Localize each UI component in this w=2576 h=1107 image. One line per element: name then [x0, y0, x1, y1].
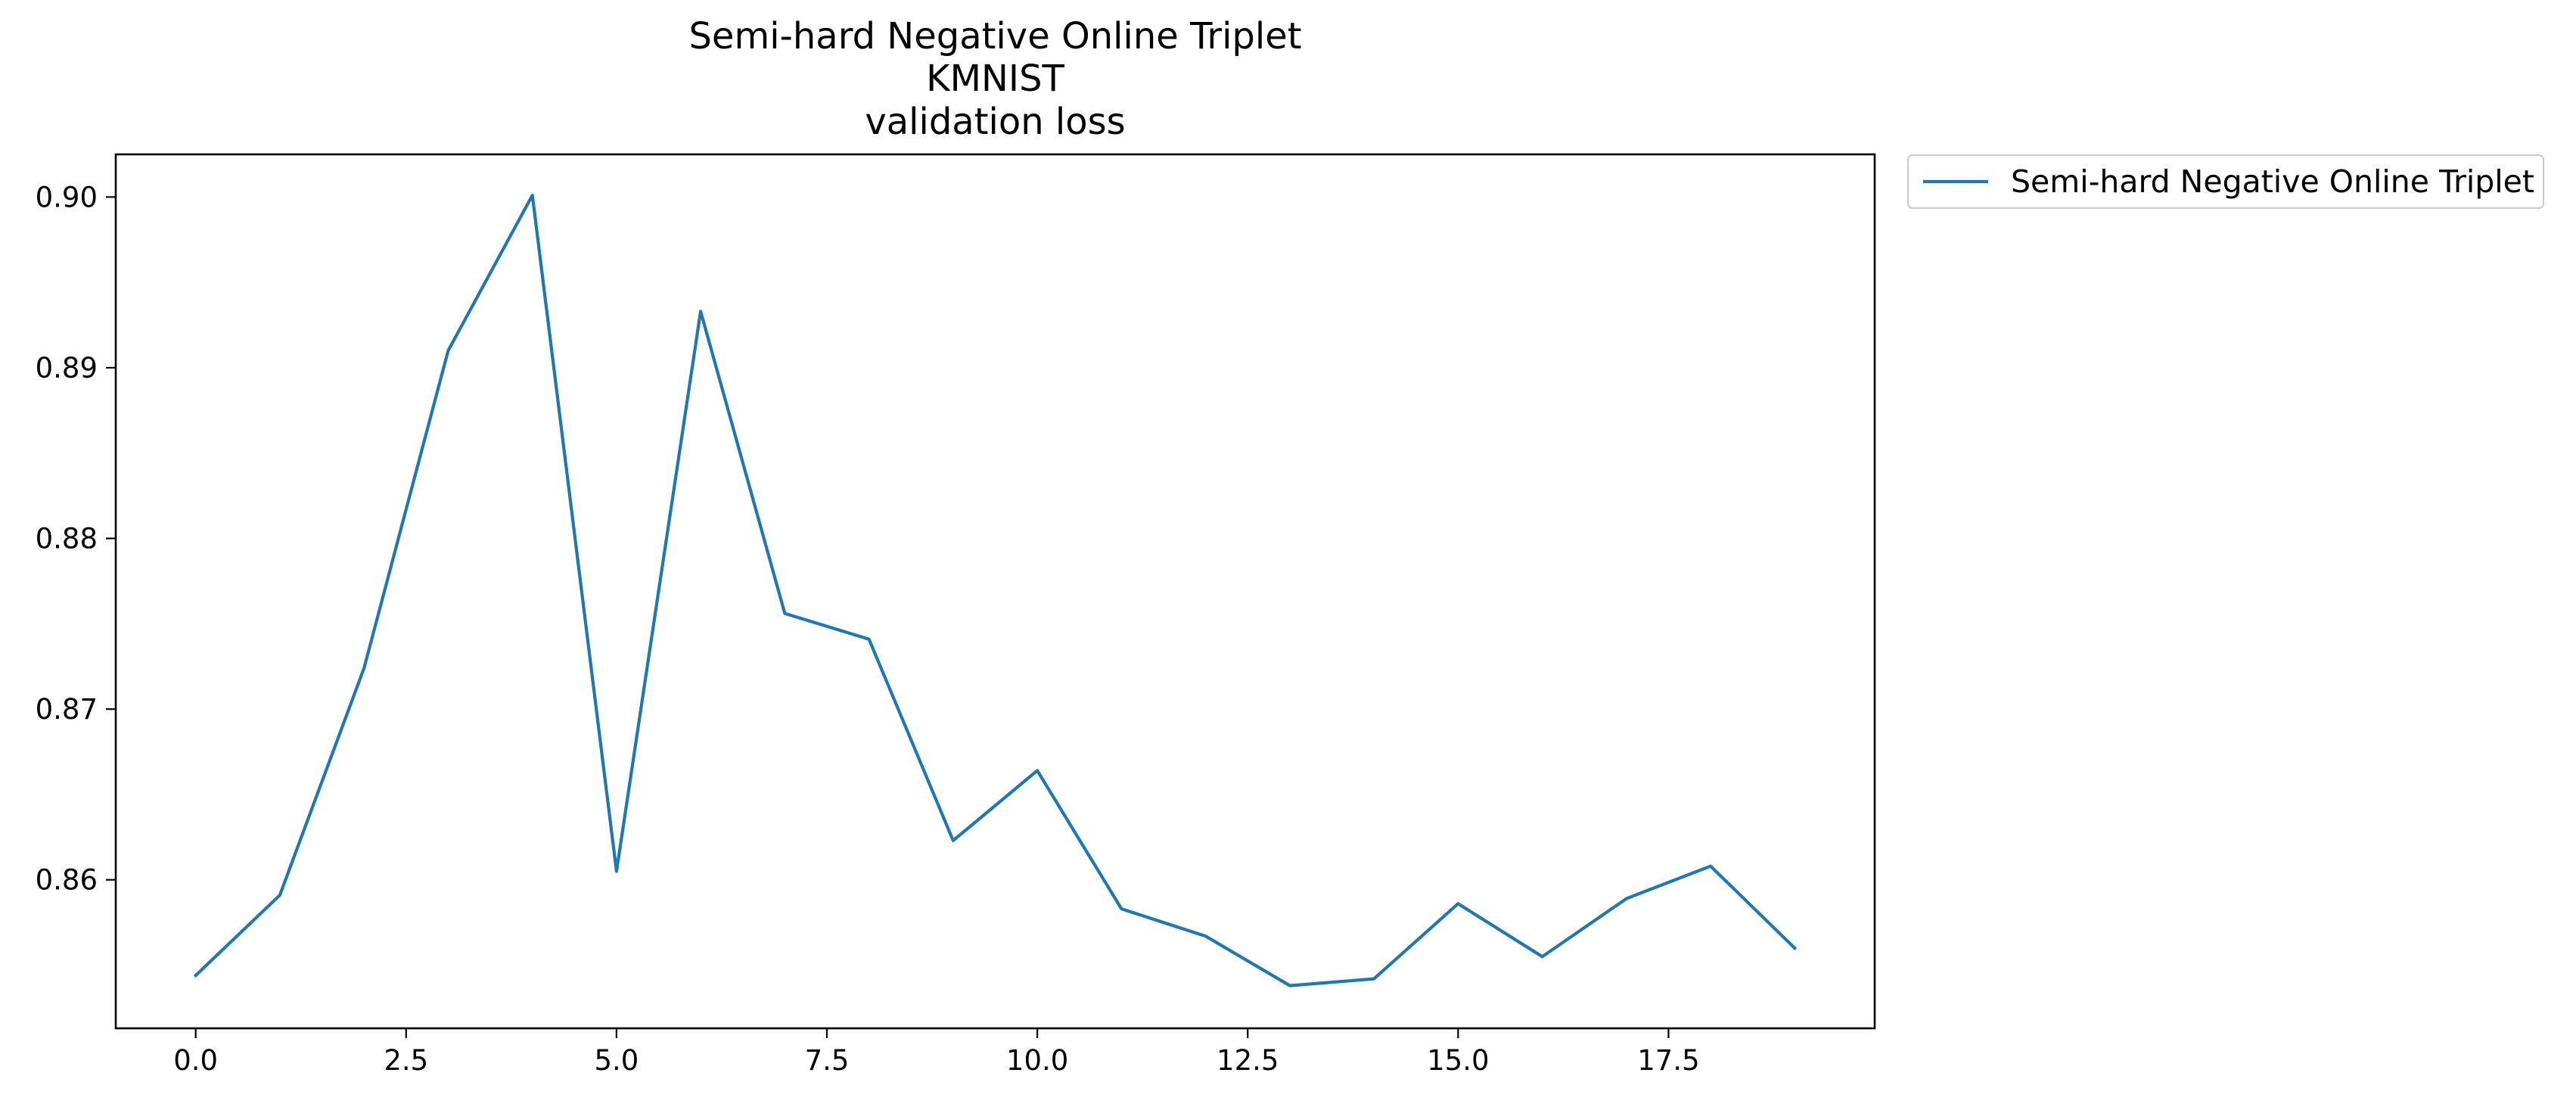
chart-title-line: Semi-hard Negative Online Triplet — [688, 15, 1301, 58]
chart-title-line: KMNIST — [926, 58, 1064, 100]
y-axis-ticks: 0.86 0.87 0.88 0.89 0.90 — [36, 181, 116, 897]
plot-area-frame — [114, 153, 1876, 1030]
legend-label: Semi-hard Negative Online Triplet — [2011, 163, 2534, 200]
x-tick-label: 5.0 — [594, 1044, 639, 1077]
y-tick-label: 0.88 — [36, 523, 98, 555]
y-tick-label: 0.86 — [36, 864, 98, 897]
legend-box — [1907, 154, 2544, 209]
legend: Semi-hard Negative Online Triplet — [1907, 154, 2544, 209]
y-tick-label: 0.90 — [36, 181, 98, 213]
x-tick-label: 10.0 — [1006, 1044, 1068, 1077]
chart-title: Semi-hard Negative Online TripletKMNISTv… — [688, 15, 1301, 143]
series-lines — [193, 194, 1798, 987]
x-tick-label: 7.5 — [805, 1044, 850, 1077]
x-tick-label: 0.0 — [173, 1044, 218, 1077]
y-tick-label: 0.89 — [36, 352, 98, 384]
x-axis-ticks: 0.0 2.5 5.0 7.5 10.0 12.5 15.0 17.5 — [173, 1028, 1700, 1077]
x-tick-label: 17.5 — [1637, 1044, 1699, 1077]
x-tick-label: 15.0 — [1427, 1044, 1489, 1077]
x-tick-label: 12.5 — [1217, 1044, 1279, 1077]
chart-title-line: validation loss — [865, 101, 1125, 143]
y-tick-label: 0.87 — [36, 693, 98, 726]
series-line — [193, 194, 1798, 987]
x-tick-label: 2.5 — [384, 1044, 428, 1077]
